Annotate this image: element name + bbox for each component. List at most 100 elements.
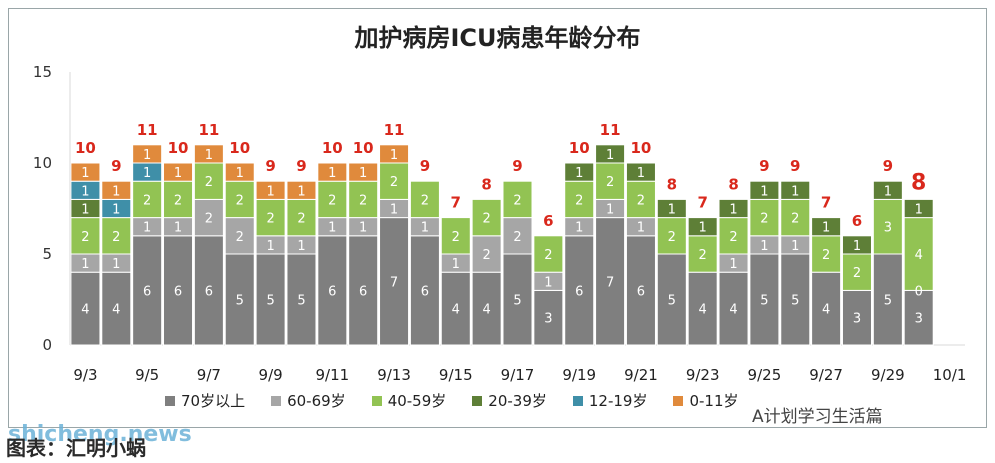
segment-label: 2 [699, 248, 707, 263]
bar-segment [286, 198, 317, 237]
bar-segment [224, 180, 255, 219]
bar-segment [163, 180, 194, 219]
legend-item: 12-19岁 [572, 390, 647, 411]
segment-label: 1 [791, 184, 799, 199]
segment-label: 4 [729, 303, 737, 318]
segment-label: 2 [205, 175, 213, 190]
segment-label: 2 [668, 230, 676, 245]
segment-label: 1 [81, 203, 89, 218]
bar-segment [132, 144, 163, 164]
segment-label: 1 [791, 239, 799, 254]
bar-segment [224, 253, 255, 346]
bar-segment [255, 198, 286, 237]
figure-caption: 图表：汇明小蜗 [6, 436, 146, 460]
bar-segment [841, 235, 872, 255]
total-label: 7 [451, 194, 461, 212]
segment-label: 2 [112, 230, 120, 245]
segment-label: 1 [452, 257, 460, 272]
bar-segment [718, 198, 749, 219]
segment-label: 1 [328, 166, 336, 181]
segment-label: 5 [791, 294, 799, 309]
bar-segment [811, 217, 842, 237]
segment-label: 1 [668, 203, 676, 218]
bar-segment [193, 144, 224, 164]
bar-segment [656, 217, 687, 255]
total-label: 10 [229, 139, 250, 157]
total-label: 9 [296, 157, 306, 175]
total-label: 9 [420, 157, 430, 175]
total-label: 6 [852, 212, 862, 230]
bar-segment [502, 180, 533, 219]
bar-segment [625, 162, 656, 182]
legend-label: 0-11岁 [689, 392, 739, 410]
segment-label: 3 [915, 312, 923, 327]
bar-segment [656, 253, 687, 346]
bar-segment [286, 180, 317, 200]
total-label: 11 [600, 121, 621, 139]
bar-segment [348, 162, 379, 182]
segment-label: 4 [482, 303, 490, 318]
segment-label: 1 [390, 203, 398, 218]
segment-label: 1 [544, 275, 552, 290]
segment-label: 6 [575, 284, 583, 299]
x-tick-label: 10/1 [933, 366, 967, 384]
bar-segment [70, 162, 101, 182]
bar-segment [502, 253, 533, 346]
segment-label: 1 [822, 221, 830, 236]
x-tick-label: 9/21 [624, 366, 658, 384]
segment-label: 2 [760, 212, 768, 227]
segment-label: 2 [81, 230, 89, 245]
segment-label: 1 [143, 221, 151, 236]
segment-label: 2 [236, 193, 244, 208]
account-watermark: A计划学习生活篇 [752, 407, 883, 427]
segment-label: 1 [143, 166, 151, 181]
segment-label: 1 [390, 148, 398, 163]
legend-swatch [572, 395, 583, 406]
segment-label: 1 [421, 221, 429, 236]
segment-label: 4 [822, 303, 830, 318]
segment-label: 4 [112, 303, 120, 318]
segment-label: 2 [637, 193, 645, 208]
segment-label: 2 [297, 212, 305, 227]
segment-label: 1 [81, 184, 89, 199]
legend-item: 70岁以上 [165, 390, 245, 411]
bar-segment [687, 217, 718, 237]
segment-label: 7 [390, 275, 398, 290]
legend-item: 60-69岁 [271, 390, 346, 411]
segment-label: 5 [266, 294, 274, 309]
x-tick-label: 9/5 [135, 366, 159, 384]
total-label: 8 [667, 175, 677, 193]
segment-label: 6 [328, 284, 336, 299]
segment-label: 1 [266, 239, 274, 254]
total-label: 10 [353, 139, 374, 157]
bar-segment [379, 217, 410, 346]
bar-segment [317, 162, 348, 182]
bar-segment [440, 217, 471, 255]
segment-label: 1 [328, 221, 336, 236]
bar-segment [348, 235, 379, 346]
segment-label: 1 [81, 257, 89, 272]
segment-label: 5 [668, 294, 676, 309]
segment-label: 2 [143, 193, 151, 208]
bar-segment [132, 180, 163, 219]
total-label: 8 [481, 175, 491, 193]
segment-label: 5 [884, 294, 892, 309]
bar-segment [687, 235, 718, 273]
segment-label: 2 [174, 193, 182, 208]
bar-segment [101, 180, 132, 200]
segment-label: 6 [174, 284, 182, 299]
bar-segment [687, 271, 718, 346]
total-label: 9 [790, 157, 800, 175]
bar-segment [70, 271, 101, 346]
total-label: 10 [75, 139, 96, 157]
y-tick-label: 10 [33, 154, 52, 172]
total-label: 8 [911, 170, 926, 195]
bar-segment [379, 162, 410, 200]
segment-label: 5 [513, 294, 521, 309]
segment-label: 1 [637, 166, 645, 181]
legend-item: 0-11岁 [673, 390, 739, 411]
bar-segment [811, 235, 842, 273]
bar-segment [872, 253, 903, 346]
bar-segment [903, 198, 934, 219]
legend-swatch [472, 395, 483, 406]
